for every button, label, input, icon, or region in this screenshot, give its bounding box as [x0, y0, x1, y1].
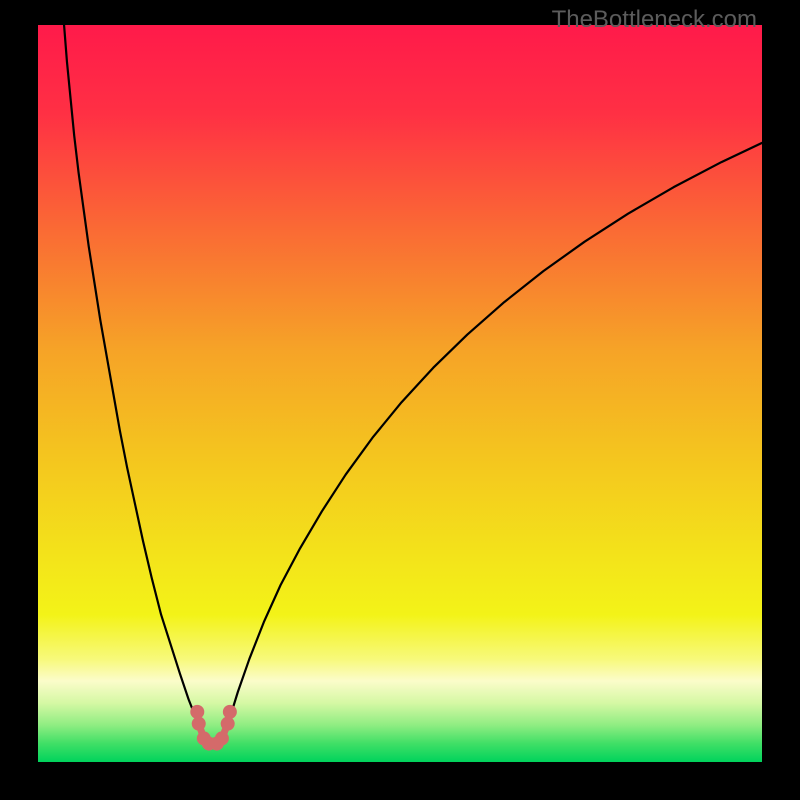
chart-container: TheBottleneck.com — [0, 0, 800, 800]
plot-svg — [38, 25, 762, 762]
minimum-marker — [223, 705, 237, 719]
watermark-text: TheBottleneck.com — [552, 6, 757, 34]
plot-area — [38, 25, 762, 762]
minimum-marker — [215, 731, 229, 745]
minimum-marker — [190, 705, 204, 719]
gradient-background — [38, 25, 762, 762]
minimum-marker — [221, 717, 235, 731]
minimum-marker — [192, 717, 206, 731]
